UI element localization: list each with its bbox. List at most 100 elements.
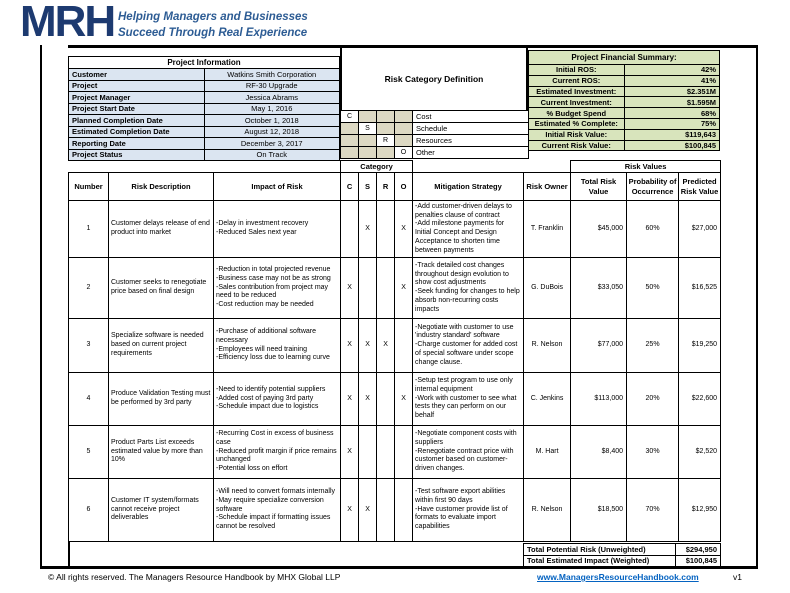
probability-cell: 20%	[626, 372, 680, 426]
financial-label: Current Investment:	[528, 96, 625, 109]
risk-owner-cell: G. DuBois	[523, 257, 572, 319]
category-c-cell: X	[340, 257, 360, 319]
category-letter-cell	[358, 110, 377, 123]
table-row: Total Potential Risk (Unweighted) $294,9…	[523, 543, 721, 556]
predicted-risk-value-cell: $16,525	[678, 257, 722, 319]
table-row: Total Estimated Impact (Weighted) $100,8…	[523, 554, 721, 567]
category-c-cell: X	[340, 478, 360, 542]
table-row: Customer Watkins Smith Corporation	[68, 68, 340, 81]
financial-value: 68%	[623, 107, 720, 119]
probability-cell: 25%	[626, 318, 680, 373]
table-row: O Other	[340, 146, 529, 159]
category-c-cell: X	[340, 425, 360, 479]
financial-value: $2.351M	[623, 85, 720, 98]
website-link[interactable]: www.ManagersResourceHandbook.com	[537, 572, 699, 582]
header-category-o: O	[394, 172, 414, 201]
financial-value: 75%	[623, 117, 720, 130]
table-row: Project Status On Track	[68, 148, 340, 161]
sheet-left-border	[40, 45, 42, 568]
sheet-bottom-border	[40, 566, 758, 569]
project-information-title: Project Information	[68, 56, 340, 69]
group-header-row: Category Risk Values	[69, 160, 722, 173]
category-letter-cell	[376, 122, 395, 135]
category-c-cell: X	[340, 318, 360, 373]
category-letter-cell	[340, 122, 359, 135]
header-probability: Probability of Occurrence	[626, 172, 680, 201]
sheet-top-border	[68, 45, 758, 48]
project-info-value: Jessica Abrams	[203, 91, 340, 104]
table-row: Reporting Date December 3, 2017	[68, 137, 340, 150]
table-row: Estimated % Complete: 75%	[528, 117, 720, 130]
project-info-value: Watkins Smith Corporation	[203, 68, 340, 81]
category-s-cell: X	[358, 372, 378, 426]
total-risk-value-cell: $77,000	[570, 318, 628, 373]
financial-label: Initial ROS:	[528, 64, 625, 76]
total-risk-value-cell: $45,000	[570, 200, 628, 258]
category-letter-cell: S	[358, 122, 377, 135]
risk-owner-cell: C. Jenkins	[523, 372, 572, 426]
predicted-risk-value-cell: $2,520	[678, 425, 722, 479]
category-c-cell: X	[340, 372, 360, 426]
totals-table: Total Potential Risk (Unweighted) $294,9…	[523, 543, 721, 567]
category-definition-label: Resources	[412, 134, 529, 147]
category-letter-cell	[358, 134, 377, 147]
predicted-risk-value-cell: $22,600	[678, 372, 722, 426]
header-risk-owner: Risk Owner	[523, 172, 572, 201]
category-s-cell: X	[358, 318, 378, 373]
category-letter-cell	[358, 146, 377, 159]
category-letter-cell	[394, 122, 413, 135]
impact-cell: -Will need to convert formats internally…	[212, 478, 342, 542]
category-s-cell: X	[358, 200, 378, 258]
project-info-value: October 1, 2018	[203, 114, 340, 127]
impact-cell: -Purchase of additional software necessa…	[212, 318, 342, 373]
table-row: Planned Completion Date October 1, 2018	[68, 114, 340, 127]
header-mitigation: Mitigation Strategy	[412, 172, 525, 201]
risk-description-cell: Customer delays release of end product i…	[108, 200, 214, 258]
probability-cell: 50%	[626, 257, 680, 319]
sheet-left-border-stub	[68, 541, 70, 566]
category-r-cell	[376, 425, 396, 479]
category-o-cell	[394, 318, 414, 373]
risk-number-cell: 2	[68, 257, 109, 319]
category-definition-label: Cost	[412, 110, 529, 123]
financial-summary-title: Project Financial Summary:	[528, 50, 720, 65]
impact-cell: -Recurring Cost in excess of business ca…	[212, 425, 342, 479]
probability-cell: 30%	[626, 425, 680, 479]
header-impact: Impact of Risk	[212, 172, 342, 201]
category-letter-cell	[376, 110, 395, 123]
financial-value: $1.595M	[623, 96, 720, 109]
probability-cell: 70%	[626, 478, 680, 542]
risk-register-table: Category Risk Values Number Risk Descrip…	[68, 160, 722, 542]
header-total-risk-value: Total Risk Value	[570, 172, 628, 201]
financial-label: Initial Risk Value:	[528, 128, 625, 141]
mrh-logo: MRH	[20, 0, 116, 46]
category-o-cell	[394, 425, 414, 479]
category-r-cell	[376, 257, 396, 319]
category-c-cell	[340, 200, 360, 258]
logo-tagline: Helping Managers and Businesses Succeed …	[118, 11, 308, 39]
table-row: Estimated Completion Date August 12, 2018	[68, 125, 340, 138]
risk-description-cell: Specialize software is needed based on c…	[108, 318, 214, 373]
table-row: Current Investment: $1.595M	[528, 96, 720, 109]
category-r-cell	[376, 200, 396, 258]
version-label: v1	[733, 572, 742, 582]
header-category-c: C	[340, 172, 360, 201]
category-r-cell	[376, 478, 396, 542]
category-letter-cell	[376, 146, 395, 159]
risk-number-cell: 1	[68, 200, 109, 258]
category-s-cell	[358, 257, 378, 319]
header-number: Number	[68, 172, 109, 201]
sheet-right-border	[756, 45, 758, 568]
total-unweighted-value: $294,950	[675, 543, 721, 556]
table-row: Project Manager Jessica Abrams	[68, 91, 340, 104]
impact-cell: -Need to identify potential suppliers -A…	[212, 372, 342, 426]
financial-label: Current Risk Value:	[528, 139, 625, 152]
category-o-cell: X	[394, 200, 414, 258]
project-financial-summary-table: Project Financial Summary: Initial ROS: 4…	[528, 50, 720, 152]
mitigation-cell: -Track detailed cost changes throughout …	[412, 257, 525, 319]
total-risk-value-cell: $8,400	[570, 425, 628, 479]
project-info-value: May 1, 2016	[203, 102, 340, 115]
risk-description-cell: Produce Validation Testing must be perfo…	[108, 372, 214, 426]
category-letter-cell: R	[376, 134, 395, 147]
category-letter-cell	[340, 146, 359, 159]
